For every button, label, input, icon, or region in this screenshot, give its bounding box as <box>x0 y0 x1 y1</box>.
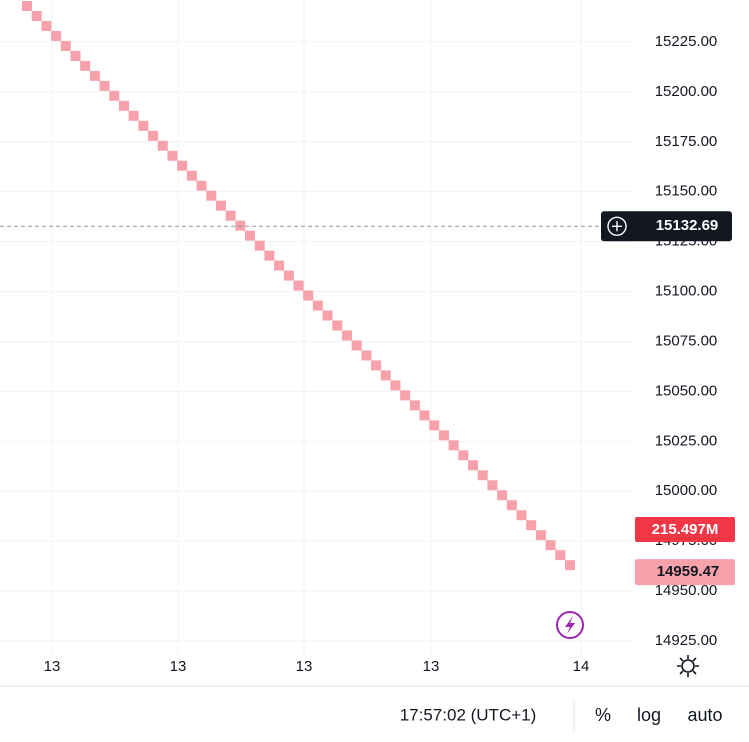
renko-brick <box>419 410 430 421</box>
renko-brick <box>477 470 488 481</box>
renko-brick <box>380 370 391 381</box>
x-tick-label: 13 <box>296 658 313 675</box>
renko-brick <box>390 380 401 391</box>
renko-brick <box>148 130 159 141</box>
renko-brick <box>264 250 275 261</box>
renko-brick <box>167 150 178 161</box>
renko-brick <box>448 440 459 451</box>
renko-brick <box>274 260 285 271</box>
y-tick-label: 15200.00 <box>655 83 718 100</box>
renko-brick <box>458 450 469 461</box>
renko-brick <box>535 530 546 541</box>
renko-brick <box>293 280 304 291</box>
renko-brick <box>225 210 236 221</box>
x-tick-label: 13 <box>170 658 187 675</box>
volume-label: 215.497M <box>652 521 719 538</box>
renko-brick <box>516 510 527 521</box>
y-tick-label: 15100.00 <box>655 283 718 300</box>
renko-brick <box>254 240 265 251</box>
y-tick-label: 15150.00 <box>655 183 718 200</box>
y-tick-label: 15075.00 <box>655 332 718 349</box>
renko-brick <box>545 540 556 551</box>
renko-brick <box>89 70 100 81</box>
renko-brick <box>128 110 139 121</box>
renko-brick <box>468 460 479 471</box>
renko-brick <box>41 20 52 31</box>
add-icon[interactable] <box>607 216 627 236</box>
crosshair-label: 15132.69 <box>656 217 719 234</box>
toolbar-button[interactable]: log <box>637 705 661 725</box>
renko-brick <box>70 50 81 61</box>
renko-brick <box>438 430 449 441</box>
renko-brick <box>506 500 517 511</box>
renko-brick <box>80 60 91 71</box>
renko-brick <box>31 10 42 21</box>
renko-brick <box>245 230 256 241</box>
renko-brick <box>351 340 362 351</box>
x-tick-label: 14 <box>573 658 590 675</box>
renko-brick <box>157 140 168 151</box>
y-tick-label: 15175.00 <box>655 133 718 150</box>
renko-brick <box>60 40 71 51</box>
toolbar-button[interactable]: auto <box>687 705 722 725</box>
renko-brick <box>51 30 62 41</box>
renko-brick <box>332 320 343 331</box>
renko-brick <box>322 310 333 321</box>
last-price-label: 14959.47 <box>657 563 720 580</box>
crosshair-label-bg <box>601 211 732 242</box>
y-tick-label: 15000.00 <box>655 482 718 499</box>
lightning-icon[interactable] <box>556 611 584 639</box>
renko-brick <box>429 420 440 431</box>
volume-label-bg <box>635 517 735 542</box>
renko-brick <box>526 520 537 531</box>
x-tick-label: 13 <box>44 658 61 675</box>
renko-brick <box>565 560 575 571</box>
renko-brick <box>283 270 294 281</box>
add-icon-plus <box>612 221 622 232</box>
renko-brick <box>138 120 149 131</box>
renko-brick <box>215 200 226 211</box>
y-tick-label: 15050.00 <box>655 382 718 399</box>
renko-brick <box>409 400 420 411</box>
renko-brick <box>118 100 129 111</box>
renko-brick <box>400 390 411 401</box>
renko-brick <box>487 480 498 491</box>
last-price-bg <box>635 559 735 586</box>
y-tick-label: 15225.00 <box>655 33 718 50</box>
renko-brick <box>341 330 352 341</box>
renko-brick <box>177 160 188 171</box>
renko-brick <box>497 490 508 501</box>
settings-icon[interactable] <box>677 655 699 677</box>
renko-brick <box>555 550 566 561</box>
time-label: 17:57:02 (UTC+1) <box>400 705 537 724</box>
renko-brick <box>99 80 110 91</box>
y-tick-label: 15025.00 <box>655 432 718 449</box>
toolbar-button[interactable]: % <box>595 705 611 725</box>
renko-brick <box>206 190 217 201</box>
renko-brick <box>303 290 314 301</box>
renko-brick <box>22 0 32 11</box>
renko-brick <box>371 360 382 371</box>
renko-brick <box>186 170 197 181</box>
renko-brick <box>361 350 372 361</box>
y-tick-label: 14950.00 <box>655 582 718 599</box>
renko-brick <box>235 220 246 231</box>
renko-brick <box>312 300 323 311</box>
renko-brick <box>109 90 120 101</box>
x-tick-label: 13 <box>423 658 440 675</box>
renko-brick <box>196 180 207 191</box>
y-tick-label: 14925.00 <box>655 632 718 649</box>
